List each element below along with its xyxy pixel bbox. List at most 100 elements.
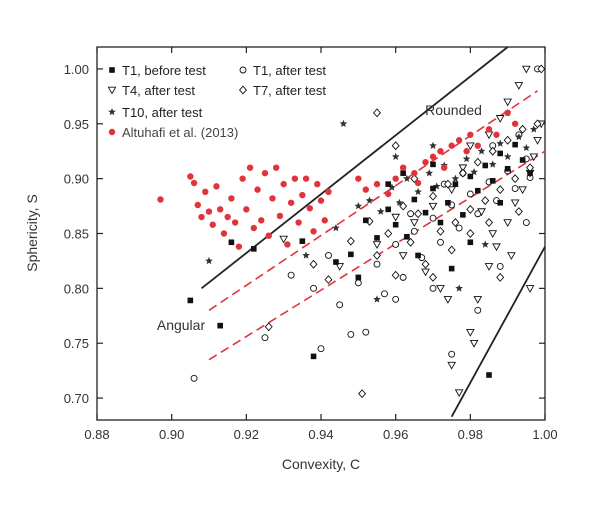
data-point [447, 245, 456, 255]
data-point [355, 175, 362, 182]
data-point [429, 284, 437, 292]
data-point [518, 186, 527, 195]
data-point [376, 207, 385, 215]
x-tick-label: 0.88 [84, 427, 109, 442]
data-point [507, 252, 516, 260]
data-point [391, 152, 400, 160]
data-point [425, 169, 434, 177]
data-point [373, 180, 381, 188]
data-point [310, 353, 317, 360]
data-point [466, 204, 475, 214]
data-point [525, 285, 535, 293]
data-point [430, 161, 436, 168]
data-point [347, 330, 355, 338]
data-point [157, 196, 164, 203]
data-point [399, 273, 407, 281]
data-point [398, 252, 408, 260]
data-point [231, 219, 239, 226]
data-point [443, 296, 453, 304]
data-point [243, 206, 250, 213]
data-point [411, 196, 418, 203]
data-point [358, 389, 367, 399]
data-point [430, 185, 436, 192]
y-tick-label: 0.85 [64, 227, 89, 242]
data-point [429, 214, 437, 222]
data-point [514, 82, 524, 90]
data-point [503, 219, 513, 228]
data-point [332, 224, 340, 232]
legend-label: T7, after test [253, 83, 326, 98]
data-point [441, 164, 448, 171]
data-point [437, 238, 444, 246]
data-point [280, 180, 287, 188]
data-point [392, 221, 399, 228]
data-point [415, 252, 421, 259]
solid-boundary-line [450, 246, 545, 418]
data-point [269, 195, 276, 202]
data-point [437, 148, 444, 155]
data-point [414, 209, 423, 219]
data-point [287, 271, 295, 279]
x-tick-label: 0.92 [234, 427, 259, 442]
x-axis-label: Convexity, C [282, 456, 360, 472]
data-point [475, 187, 481, 194]
data-point [484, 131, 494, 140]
data-point [503, 152, 512, 160]
data-point [445, 199, 451, 206]
data-point [503, 98, 513, 107]
legend-marker [107, 86, 117, 95]
legend-item: T10, after test [108, 105, 203, 120]
data-point [504, 109, 511, 117]
data-point [477, 208, 486, 217]
data-point [202, 188, 209, 196]
data-point [333, 259, 339, 265]
legend-label: T1, before test [122, 63, 206, 78]
data-point [488, 230, 498, 239]
data-point [493, 131, 500, 138]
data-point [391, 141, 400, 151]
data-point [336, 301, 344, 309]
data-point [514, 207, 523, 217]
data-point [381, 290, 388, 298]
data-point [454, 389, 464, 398]
data-point [264, 322, 273, 332]
data-point [291, 175, 299, 182]
data-point [503, 135, 512, 145]
legend-marker [109, 67, 115, 73]
legend-item: T4, after test [107, 83, 195, 98]
data-point [317, 345, 325, 353]
y-axis-label: Sphericity, S [24, 194, 40, 272]
data-point [437, 219, 444, 226]
data-point [354, 279, 362, 287]
data-point [428, 272, 438, 282]
legend-label: Altuhafi et al. (2013) [122, 125, 238, 140]
data-point [246, 164, 254, 171]
data-point [518, 124, 527, 134]
data-point [451, 218, 460, 228]
data-point [395, 198, 404, 207]
data-point [414, 179, 422, 187]
data-point [422, 158, 429, 166]
data-point [489, 178, 496, 184]
data-point [521, 65, 531, 74]
data-point [224, 213, 231, 221]
data-point [403, 174, 411, 182]
data-point [467, 131, 474, 138]
data-point [421, 259, 430, 269]
y-tick-label: 0.80 [64, 281, 89, 296]
data-point [488, 160, 497, 168]
x-tick-label: 0.96 [383, 427, 408, 442]
data-point [187, 297, 194, 304]
data-point [372, 250, 382, 260]
data-point [217, 322, 223, 329]
data-point [455, 224, 463, 232]
data-point [365, 196, 374, 204]
data-point [404, 233, 410, 240]
series-4 [205, 108, 538, 303]
data-point [392, 295, 400, 303]
data-point [474, 306, 482, 314]
data-point [273, 164, 280, 171]
data-point [458, 164, 468, 173]
